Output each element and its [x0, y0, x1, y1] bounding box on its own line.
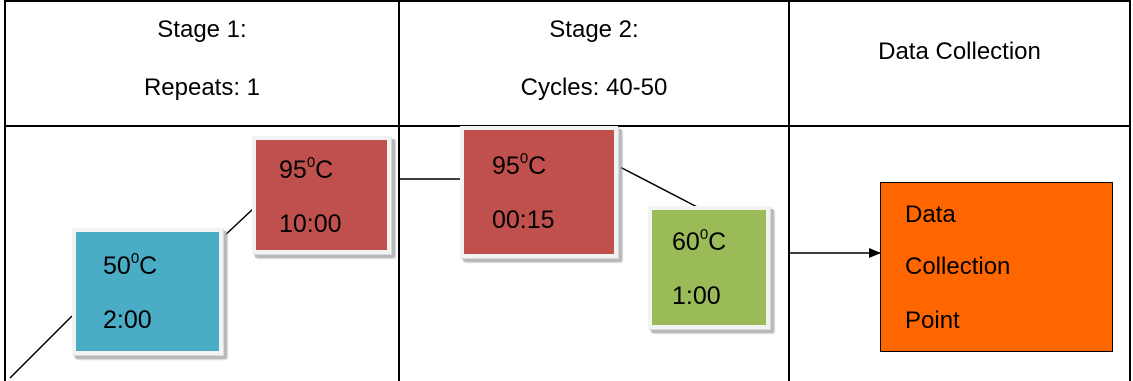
stage-divider-1	[398, 0, 400, 381]
stage2-anneal-box: 600C 1:00	[648, 206, 770, 329]
collection-point-line1: Data	[905, 201, 956, 228]
header-data-collection: Data Collection	[790, 38, 1129, 66]
stage1-denature-box: 950C 10:00	[252, 136, 391, 254]
data-collection-point-box: Data Collection Point	[880, 182, 1113, 352]
table-left-border	[4, 0, 6, 381]
stage-divider-2	[788, 0, 790, 381]
connector-start-to-50c	[9, 315, 73, 379]
header-stage2-cycles: Cycles: 40-50	[520, 74, 668, 101]
stage1-hold-time: 2:00	[103, 306, 152, 334]
connector-50c-to-95c	[220, 207, 255, 240]
stage2-anneal-time: 1:00	[672, 282, 721, 310]
header-stage2-title: Stage 2:	[549, 16, 639, 43]
stage2-denature-temp: 950C	[492, 149, 547, 180]
header-stage1-repeats: Repeats: 1	[143, 74, 261, 101]
header-stage1-title: Stage 1:	[157, 16, 247, 43]
header-stage2: Stage 2: Cycles: 40-50	[400, 16, 788, 102]
stage1-denature-time: 10:00	[279, 210, 342, 238]
header-stage1: Stage 1: Repeats: 1	[6, 16, 398, 102]
stage2-denature-time: 00:15	[492, 206, 555, 234]
stage2-anneal-temp: 600C	[672, 225, 727, 256]
stage1-hold-box: 500C 2:00	[72, 228, 223, 355]
table-right-border	[1129, 0, 1131, 381]
stage2-denature-box: 950C 00:15	[460, 126, 618, 258]
stage1-hold-temp: 500C	[103, 249, 158, 280]
header-data-collection-title: Data Collection	[878, 38, 1041, 65]
table-top-border	[4, 0, 1131, 2]
connector-95c-to-60c	[619, 166, 702, 210]
collection-point-line2: Collection	[905, 253, 1011, 280]
collection-point-line3: Point	[905, 307, 960, 334]
stage1-denature-temp: 950C	[279, 153, 334, 184]
